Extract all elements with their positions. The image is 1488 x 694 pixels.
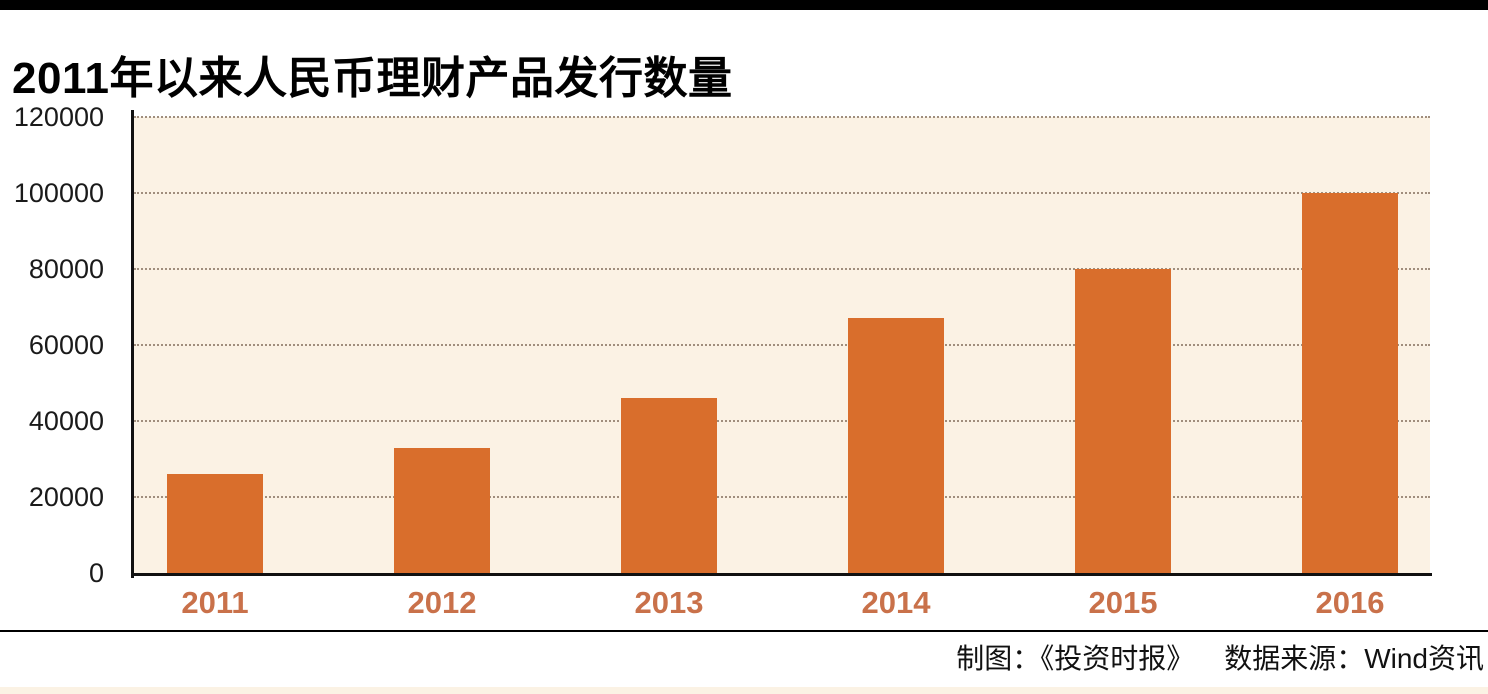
credit-text: 制图：《投资时报》 [956,643,1195,674]
x-axis-line [131,573,1432,576]
y-tick-label-60000: 60000 [28,330,104,360]
x-tick-label-2012: 2012 [407,585,477,620]
bar-column-2014: 2014 [848,117,944,619]
gridline-20000 [134,496,1430,498]
footer-divider [0,630,1488,632]
bar-column-2011: 2011 [167,117,263,619]
y-tick-label-80000: 80000 [28,254,104,284]
y-tick-label-120000: 120000 [13,102,104,132]
bar-2014 [848,318,944,573]
bar-2013 [621,398,717,573]
x-tick-label-2014: 2014 [861,585,931,620]
gridline-120000 [134,116,1430,118]
data-source-text: 数据来源：Wind资讯 [1224,643,1484,674]
gridline-80000 [134,268,1430,270]
bar-column-2016: 2016 [1302,117,1398,619]
bar-2016 [1302,193,1398,573]
x-tick-label-2011: 2011 [181,585,249,620]
attribution: 制图：《投资时报》 数据来源：Wind资讯 [956,643,1484,675]
bar-2012 [394,448,490,573]
x-tick-label-2016: 2016 [1315,585,1385,620]
bar-column-2015: 2015 [1075,117,1171,619]
bars-container: 2011 2012 2013 2014 2015 2016 [167,117,1398,619]
bar-2015 [1075,269,1171,573]
gridline-60000 [134,344,1430,346]
bar-column-2012: 2012 [394,117,490,619]
y-tick-label-0: 0 [88,558,104,588]
y-tick-label-100000: 100000 [13,178,104,208]
top-black-bar [0,0,1488,10]
bar-column-2013: 2013 [621,117,717,619]
x-tick-label-2013: 2013 [634,585,704,620]
y-axis-line [131,110,134,578]
gridline-100000 [134,192,1430,194]
x-tick-label-2015: 2015 [1088,585,1158,620]
gridline-40000 [134,420,1430,422]
bottom-accent-strip [0,687,1488,694]
y-tick-label-40000: 40000 [28,406,104,436]
bar-2011 [167,474,263,573]
page-title: 2011年以来人民币理财产品发行数量 [12,54,733,104]
y-tick-label-20000: 20000 [28,482,104,512]
